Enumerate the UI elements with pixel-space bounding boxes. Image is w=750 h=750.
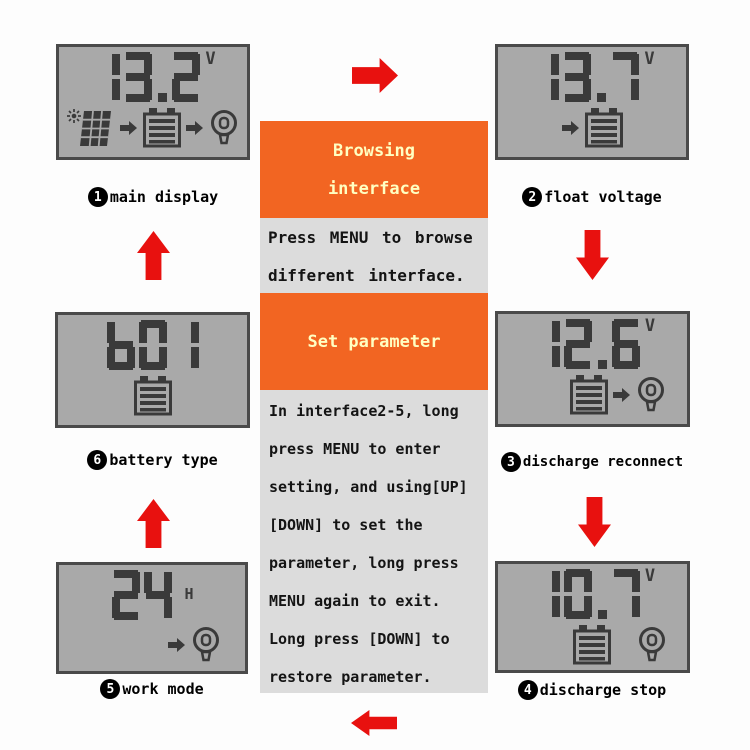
battery-icon <box>133 376 172 416</box>
lcd-digits <box>90 52 202 102</box>
lcd-unit-label: V <box>644 316 656 336</box>
bulb-icon <box>636 376 666 414</box>
lcd-icon-row <box>498 375 687 415</box>
step-badge: 3 <box>500 452 521 472</box>
bulb-icon <box>209 109 239 147</box>
step-label-text: float voltage <box>544 188 662 206</box>
step-label-main-display: 1 main display <box>56 186 250 208</box>
battery-icon <box>584 108 623 148</box>
battery-icon <box>143 108 181 148</box>
lcd-discharge-stop: V <box>495 561 690 673</box>
flow-arrow-left-bottom <box>351 710 397 736</box>
step-badge: 5 <box>100 679 121 699</box>
step-label-discharge-stop: 4 discharge stop <box>495 679 689 701</box>
arrow-icon <box>613 387 631 403</box>
lcd-digits <box>105 320 201 370</box>
step-label-work-mode: 5 work mode <box>56 678 248 700</box>
lcd-work-mode: H <box>56 562 248 674</box>
flow-arrow-down-right-1 <box>576 230 609 280</box>
lcd-icon-row <box>498 108 686 148</box>
step-label-text: discharge reconnect <box>522 454 684 470</box>
step-badge: 6 <box>87 450 108 470</box>
bulb-icon <box>191 626 221 664</box>
lcd-unit-label: V <box>205 49 216 69</box>
step-label-discharge-reconnect: 3 discharge reconnect <box>486 451 698 473</box>
lcd-unit-label: V <box>644 49 655 69</box>
lcd-unit-label: H <box>184 585 194 603</box>
step-label-float-voltage: 2 float voltage <box>495 186 689 208</box>
lcd-icon-row <box>58 376 247 416</box>
lcd-discharge-reconnect: V <box>495 311 690 427</box>
set-parameter-body: In interface2-5, long press MENU to enter… <box>260 390 488 693</box>
lcd-unit-label: V <box>644 566 656 586</box>
browsing-interface-header: Browsing interface <box>260 121 488 218</box>
lcd-icon-row <box>59 626 245 664</box>
battery-icon <box>573 625 611 665</box>
step-badge: 1 <box>87 187 108 207</box>
step-label-text: discharge stop <box>539 681 667 699</box>
set-parameter-title: Set parameter <box>307 331 441 352</box>
bulb-icon <box>637 626 667 664</box>
step-badge: 2 <box>522 187 543 207</box>
step-label-text: work mode <box>122 680 204 698</box>
lcd-digits <box>530 569 642 619</box>
step-badge: 4 <box>517 680 538 700</box>
step-label-battery-type: 6 battery type <box>55 449 250 471</box>
set-parameter-header: Set parameter <box>260 293 488 390</box>
lcd-digits <box>530 319 642 369</box>
battery-icon <box>570 375 608 415</box>
lcd-digits <box>529 52 641 102</box>
browsing-interface-body: Press MENU to browse different interface. <box>260 218 488 293</box>
arrow-icon <box>561 120 580 136</box>
set-parameter-body-text: In interface2-5, long press MENU to enter… <box>269 402 468 686</box>
lcd-icon-row <box>59 108 247 148</box>
lcd-digits <box>110 570 174 620</box>
flow-arrow-up-left-2 <box>137 499 170 548</box>
flow-arrow-right-top <box>352 58 398 93</box>
arrow-icon <box>186 120 204 136</box>
browsing-interface-title: Browsing interface <box>327 140 421 199</box>
lcd-float-voltage: V <box>495 44 689 160</box>
step-label-text: battery type <box>109 451 218 469</box>
browsing-interface-body-text: Press MENU to browse different interface. <box>268 228 473 285</box>
arrow-icon <box>120 120 138 136</box>
lcd-icon-row <box>498 625 687 665</box>
lcd-main-display: V <box>56 44 250 160</box>
solar-panel-icon <box>67 108 115 148</box>
lcd-battery-type <box>55 312 250 428</box>
flow-arrow-up-left-1 <box>137 231 170 280</box>
arrow-icon <box>168 637 186 653</box>
flow-arrow-down-right-2 <box>578 497 611 547</box>
step-label-text: main display <box>109 188 219 206</box>
